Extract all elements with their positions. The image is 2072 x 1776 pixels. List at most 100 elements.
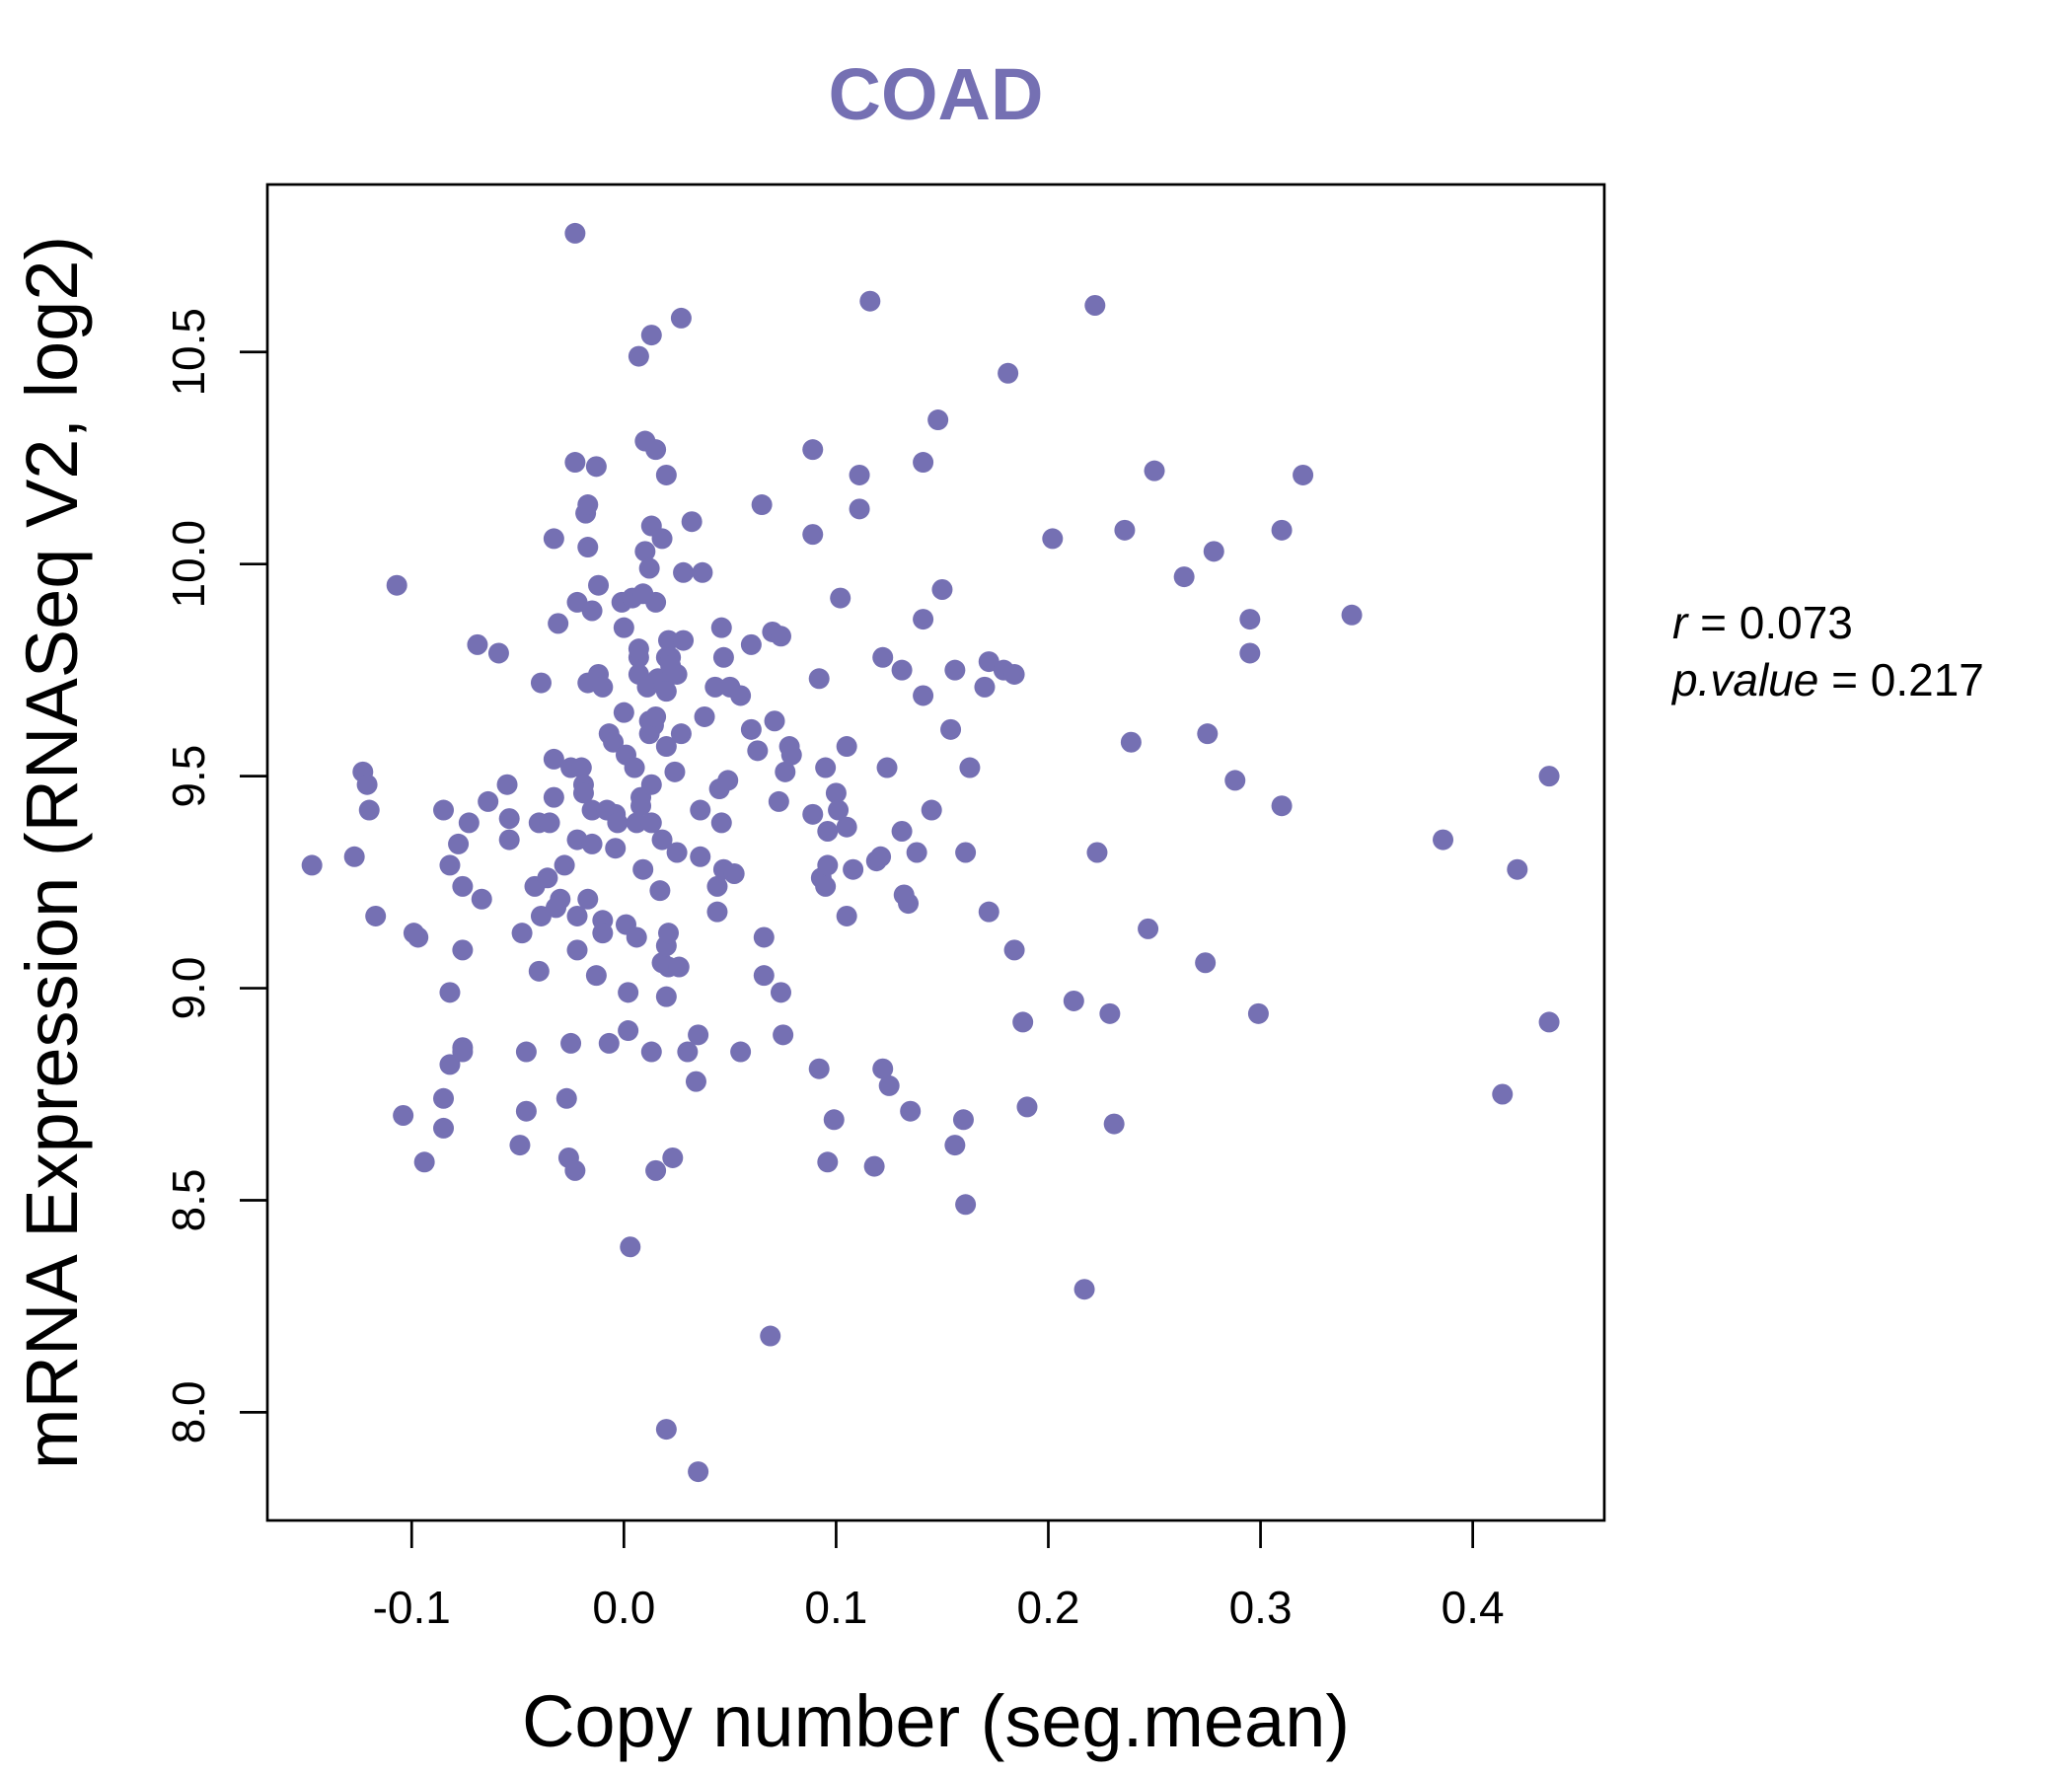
data-point [1012, 1011, 1034, 1033]
y-axis-title: mRNA Expression (RNASeq V2, log2) [11, 236, 93, 1469]
data-point [673, 629, 695, 651]
p-value: 0.217 [1871, 654, 1984, 705]
p-value-stat: p.value = 0.217 [1670, 654, 1984, 705]
y-tick-label: 8.5 [163, 1168, 214, 1231]
data-point [592, 923, 614, 944]
data-point [548, 613, 569, 634]
data-point [849, 464, 870, 485]
data-point [628, 638, 649, 660]
r-equals: = [1687, 597, 1739, 648]
data-point [808, 668, 830, 690]
data-point [564, 452, 586, 474]
data-point [498, 808, 520, 830]
data-point [585, 456, 607, 478]
data-point [1063, 990, 1084, 1011]
data-point [828, 799, 850, 821]
data-point [688, 1024, 709, 1046]
data-point [692, 561, 713, 583]
r-label: r [1672, 597, 1689, 648]
data-point [974, 676, 996, 698]
data-point [640, 325, 662, 346]
data-point [645, 439, 667, 461]
data-point [1195, 952, 1217, 974]
data-point [740, 633, 762, 655]
x-tick-label: 0.4 [1442, 1582, 1505, 1633]
data-point [664, 761, 686, 782]
data-point [712, 646, 734, 668]
data-point [543, 748, 564, 770]
data-point [836, 905, 857, 926]
data-point [1197, 723, 1219, 745]
data-point [815, 757, 837, 778]
data-point [1433, 829, 1454, 851]
data-point [592, 676, 614, 698]
y-axis: 8.0 8.5 9.0 9.5 10.0 10.5 [163, 308, 267, 1443]
data-point [753, 926, 775, 948]
x-axis-title: Copy number (seg.mean) [522, 1680, 1350, 1762]
data-point [496, 774, 518, 795]
data-point [570, 757, 592, 778]
data-point [872, 1058, 894, 1079]
data-point [863, 1155, 885, 1177]
data-point [1016, 1096, 1038, 1118]
data-point [487, 642, 509, 664]
data-point [566, 939, 588, 961]
data-point [670, 307, 692, 329]
data-point [560, 1032, 582, 1054]
data-point [645, 591, 667, 613]
data-point [817, 854, 839, 876]
data-point [356, 774, 378, 795]
data-point [802, 439, 824, 461]
data-point [515, 1100, 537, 1122]
data-point [1341, 604, 1363, 626]
data-point [931, 578, 953, 600]
data-point [927, 409, 949, 431]
x-tick-label: 0.1 [804, 1582, 867, 1633]
data-point [515, 1041, 537, 1063]
data-point [836, 816, 857, 838]
x-axis: -0.1 0.0 0.1 0.2 0.3 0.4 [373, 1520, 1505, 1633]
data-point [944, 659, 966, 681]
data-point [550, 888, 571, 910]
correlation-stat: r = 0.073 [1672, 597, 1853, 648]
data-point [603, 731, 625, 753]
x-tick-label: -0.1 [373, 1582, 451, 1633]
data-point [645, 1159, 667, 1181]
data-point [1042, 528, 1064, 550]
data-point [768, 790, 789, 812]
data-point [624, 757, 645, 778]
data-point [747, 740, 769, 762]
data-point [1271, 519, 1293, 541]
y-tick-label: 9.0 [163, 957, 214, 1020]
p-equals: = [1818, 654, 1870, 705]
data-point [802, 803, 824, 825]
data-point [859, 290, 881, 312]
data-point [448, 833, 470, 854]
y-tick-label: 10.5 [163, 308, 214, 397]
data-point [830, 587, 851, 609]
data-point [655, 681, 677, 703]
data-point [706, 875, 728, 897]
data-point [618, 1020, 639, 1042]
data-point [870, 846, 892, 867]
data-point [413, 1151, 435, 1173]
data-point [537, 867, 558, 889]
data-point [577, 494, 599, 516]
data-point [655, 986, 677, 1007]
data-point [638, 557, 660, 579]
data-point [640, 1041, 662, 1063]
data-point [706, 901, 728, 923]
data-point [439, 982, 461, 1003]
data-point [913, 609, 934, 630]
data-point [944, 1135, 966, 1156]
data-point [666, 663, 688, 685]
data-point [439, 1054, 461, 1075]
data-point [585, 965, 607, 987]
data-point [978, 901, 999, 923]
data-point [478, 790, 499, 812]
data-point [588, 574, 610, 596]
y-tick-label: 10.0 [163, 520, 214, 609]
data-point [655, 464, 677, 485]
data-point [1507, 858, 1528, 880]
